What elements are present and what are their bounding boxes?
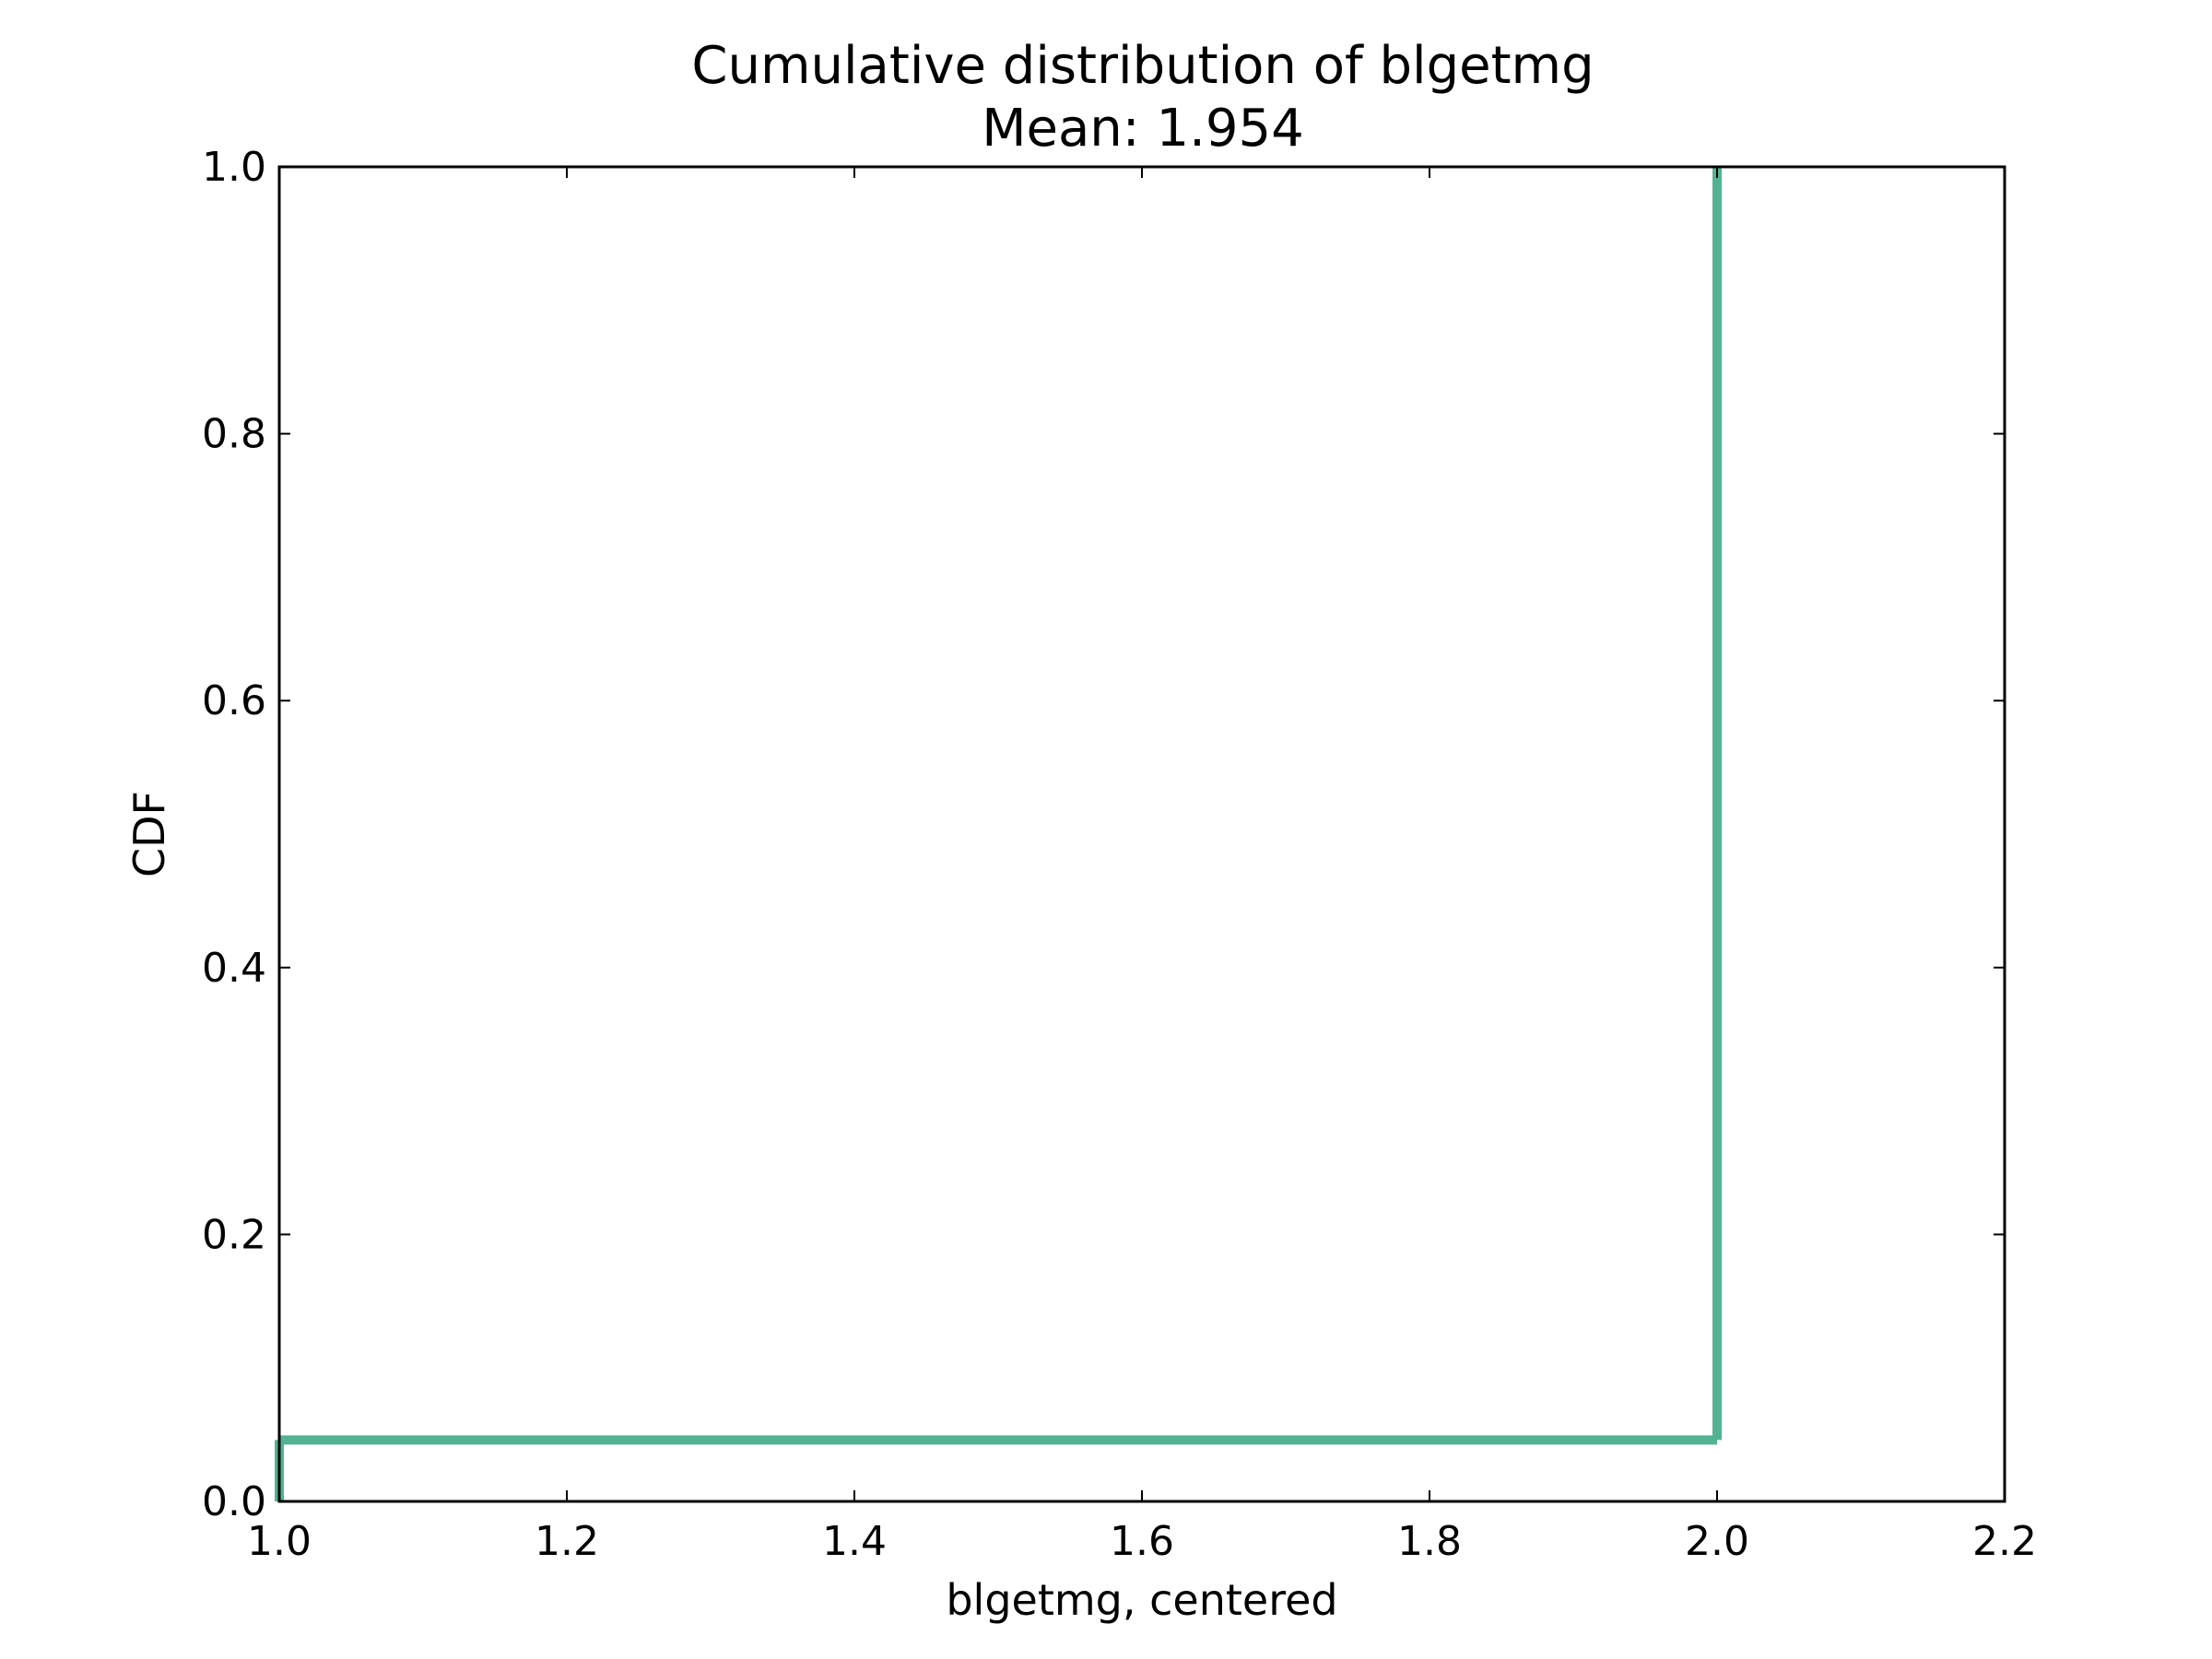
y-tick-label: 1.0 bbox=[202, 144, 266, 191]
x-tick-label: 1.0 bbox=[247, 1518, 312, 1565]
x-tick-label: 1.8 bbox=[1397, 1518, 1462, 1565]
x-tick-label: 1.4 bbox=[822, 1518, 887, 1565]
y-tick-label: 0.6 bbox=[202, 677, 266, 724]
plot-frame bbox=[277, 165, 2006, 1503]
x-tick-label: 2.2 bbox=[1972, 1518, 2037, 1565]
y-tick-label: 0.8 bbox=[202, 411, 266, 458]
y-tick-label: 0.2 bbox=[202, 1211, 266, 1258]
y-axis-label: CDF bbox=[124, 791, 174, 877]
x-tick-label: 1.2 bbox=[535, 1518, 599, 1565]
x-tick-label: 2.0 bbox=[1685, 1518, 1749, 1565]
chart-subtitle: Mean: 1.954 bbox=[982, 99, 1304, 159]
tick-layer: 1.0 1.2 1.4 1.6 1.8 2.0 2.2 0.0 0.2 0.4 0.6 0.8 1.0 bbox=[202, 144, 2037, 1565]
chart-title: Cumulative distribution of blgetmg bbox=[691, 36, 1594, 96]
y-tick-label: 0.0 bbox=[202, 1478, 266, 1525]
y-tick-label: 0.4 bbox=[202, 945, 266, 992]
x-axis-label: blgetmg, centered bbox=[946, 1575, 1337, 1625]
x-tick-label: 1.6 bbox=[1110, 1518, 1174, 1565]
